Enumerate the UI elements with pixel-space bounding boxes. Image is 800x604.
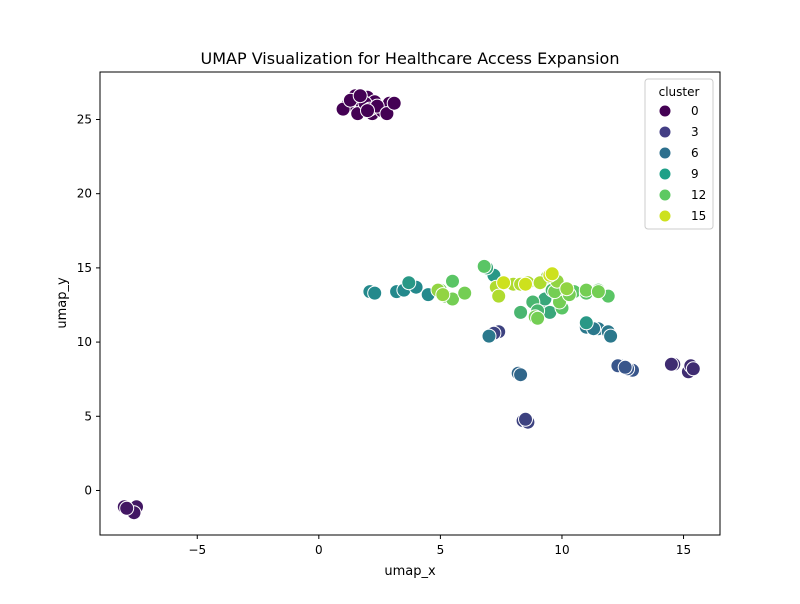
scatter-point <box>496 275 512 291</box>
scatter-point <box>617 359 633 375</box>
scatter-point <box>663 356 679 372</box>
scatter-point <box>685 361 701 377</box>
axes: −5 0 5 10 15 0 5 10 15 20 25 <box>77 112 691 557</box>
scatter-point <box>457 285 473 301</box>
scatter-point <box>401 275 417 291</box>
scatter-point <box>445 273 460 289</box>
y-tick-label: 5 <box>84 409 92 423</box>
legend-label: 12 <box>691 188 706 202</box>
scatter-point <box>530 310 546 326</box>
legend-label: 15 <box>691 209 706 223</box>
x-tick-label: 0 <box>315 543 323 557</box>
legend-label: 6 <box>691 146 699 160</box>
legend-label: 9 <box>691 167 699 181</box>
scatter-point <box>386 95 402 111</box>
scatter-point <box>119 500 135 516</box>
scatter-point <box>491 288 507 304</box>
scatter-point <box>544 266 560 282</box>
scatter-point <box>367 285 383 301</box>
y-tick-label: 20 <box>77 187 92 201</box>
scatter-point <box>476 258 492 274</box>
scatter-point <box>603 328 619 344</box>
chart-title: UMAP Visualization for Healthcare Access… <box>201 49 620 68</box>
scatter-point <box>518 411 533 427</box>
scatter-point <box>578 315 594 331</box>
y-axis-label: umap_y <box>55 277 70 329</box>
legend-marker <box>658 104 672 118</box>
legend-box <box>644 78 714 230</box>
scatter-point <box>559 281 575 297</box>
x-tick-label: 10 <box>554 543 569 557</box>
y-tick-label: 25 <box>77 112 92 126</box>
scatter-point <box>352 88 368 104</box>
scatter-point <box>435 287 451 303</box>
y-tick-label: 15 <box>77 261 92 275</box>
x-tick-label: −5 <box>188 543 206 557</box>
legend-title: cluster <box>659 85 700 99</box>
legend: cluster 0 3 6 9 12 15 <box>644 78 714 230</box>
x-axis-label: umap_x <box>384 564 436 579</box>
scatter-point <box>518 276 533 292</box>
scatter-point <box>379 106 395 122</box>
scatter-point <box>513 304 529 320</box>
legend-marker <box>658 146 672 160</box>
legend-marker <box>658 125 672 139</box>
scatter-point <box>513 367 529 383</box>
scatter-point <box>590 284 606 300</box>
legend-marker <box>658 167 672 181</box>
data-points <box>116 88 701 521</box>
legend-marker <box>658 188 672 202</box>
legend-label: 0 <box>691 104 699 118</box>
x-tick-label: 15 <box>676 543 691 557</box>
legend-marker <box>658 209 672 223</box>
scatter-point <box>481 328 497 344</box>
legend-label: 3 <box>691 125 699 139</box>
y-tick-label: 10 <box>77 335 92 349</box>
plot-frame <box>99 71 721 536</box>
scatter-point <box>360 103 375 119</box>
y-tick-label: 0 <box>84 483 92 497</box>
x-tick-label: 5 <box>437 543 445 557</box>
